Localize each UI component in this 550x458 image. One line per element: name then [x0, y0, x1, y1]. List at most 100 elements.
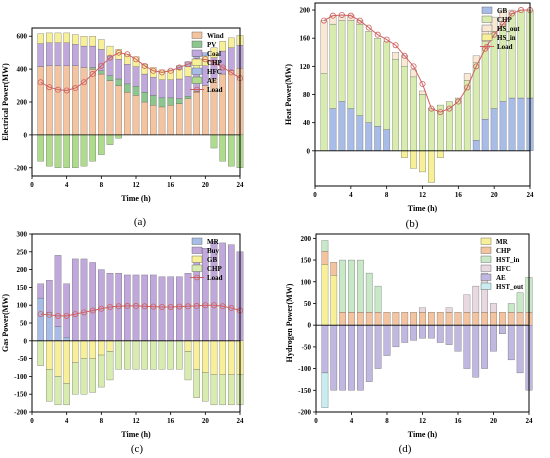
bar-coal — [63, 42, 70, 66]
panel-tag: (c) — [131, 443, 144, 455]
bar-pv — [184, 96, 192, 99]
chart-panel-4: 0 4 8 12 16 20 24 -200 -150 -100 -50 0 50 100 150 200 Ti… — [285, 233, 533, 455]
load-line — [40, 52, 241, 91]
y-tick-label: -150 — [298, 387, 311, 395]
y-tick-label: -200 — [14, 164, 27, 172]
load-point — [141, 303, 148, 310]
bar-chp — [454, 311, 462, 326]
chart-panel-1: 0 4 8 12 16 20 24 -200 0 200 400 600 Time (h) Electri… — [1, 27, 244, 228]
x-tick-label: 12 — [419, 191, 427, 199]
bar-hs-in — [428, 150, 435, 183]
bar-gb — [356, 115, 364, 151]
bar-chp — [167, 69, 174, 80]
bar-ae — [106, 134, 114, 145]
legend-swatch — [481, 33, 493, 41]
load-point — [374, 31, 381, 38]
legend-label: HS_out — [497, 25, 520, 33]
bar-chp — [37, 340, 44, 366]
y-tick-label: 200 — [301, 235, 312, 243]
panel-tag: (b) — [406, 218, 419, 230]
bar-chp — [419, 94, 426, 151]
y-tick-label: 100 — [17, 302, 28, 310]
bar-chp — [98, 354, 105, 388]
bar-hs-out — [392, 52, 399, 60]
load-point — [72, 311, 79, 318]
bar-chp — [210, 374, 218, 406]
load-point — [132, 302, 139, 309]
legend-label: HFC — [207, 68, 222, 76]
y-tick-label: 300 — [17, 231, 28, 239]
bar-ae — [419, 325, 426, 339]
x-axis-label: Time (h) — [408, 204, 438, 213]
legend-label: PV — [207, 41, 216, 49]
bar-coal — [228, 47, 235, 71]
x-tick-label: 12 — [133, 181, 141, 189]
legend-swatch — [191, 49, 203, 57]
bar-pv — [98, 70, 105, 75]
bar-ae — [63, 134, 70, 168]
y-tick-label: 150 — [17, 284, 28, 292]
x-axis-label: Time (h) — [121, 194, 151, 203]
bar-hs-out — [463, 73, 471, 81]
load-point — [202, 302, 209, 309]
bar-coal — [72, 44, 79, 66]
bar-hs-in — [410, 150, 417, 169]
bar-ae — [454, 325, 462, 352]
y-tick-label: 120 — [300, 63, 311, 71]
bar-chp — [320, 73, 328, 151]
load-point — [150, 67, 157, 74]
bar-ae — [401, 325, 409, 343]
load-point — [63, 87, 70, 94]
load-point — [428, 105, 435, 112]
load-point — [329, 12, 336, 19]
legend-label: HFC — [496, 265, 511, 273]
bar-ae — [516, 325, 524, 374]
bar-buy — [219, 242, 226, 341]
y-tick-label: -200 — [14, 409, 27, 417]
bar-chp — [89, 358, 96, 393]
x-tick-label: 8 — [100, 417, 104, 425]
load-point — [383, 36, 390, 43]
load-point — [46, 84, 53, 91]
x-tick-label: 4 — [65, 181, 69, 189]
load-point — [202, 56, 209, 63]
bar-ae — [115, 134, 122, 139]
x-tick-label: 0 — [313, 191, 317, 199]
legend-label: Load — [207, 86, 223, 94]
bar-mr — [37, 297, 44, 341]
bar-ae — [410, 325, 417, 341]
bar-ae — [392, 325, 400, 348]
bar-wind — [167, 105, 174, 136]
bar-chp — [219, 374, 226, 406]
bar-gb — [202, 340, 209, 373]
load-point — [89, 307, 96, 314]
bar-chp — [176, 68, 183, 80]
bar-chp — [374, 311, 382, 326]
bar-ae — [365, 325, 373, 382]
bar-buy — [80, 258, 88, 341]
bar-ae — [210, 134, 218, 149]
load-point — [437, 109, 444, 116]
bar-gb — [46, 340, 53, 370]
legend-label: HST_in — [496, 256, 519, 264]
bar-wind — [63, 65, 70, 136]
bar-gb — [490, 108, 498, 151]
load-point — [210, 59, 217, 66]
bar-hst-in — [365, 272, 373, 313]
y-tick-label: 200 — [17, 266, 28, 274]
bar-buy — [63, 283, 70, 338]
x-tick-label: 20 — [202, 181, 210, 189]
bar-gb — [210, 340, 218, 375]
load-point — [419, 80, 426, 87]
bar-gb — [184, 340, 192, 352]
legend-label: GB — [497, 7, 507, 15]
bar-chp — [176, 340, 183, 370]
x-axis-label: Time (h) — [408, 430, 438, 439]
bar-pv — [150, 95, 157, 106]
bar-ae — [321, 325, 329, 374]
legend-swatch — [480, 273, 492, 281]
bar-coal — [89, 45, 96, 68]
bar-coal — [80, 45, 88, 68]
y-tick-label: -50 — [302, 343, 312, 351]
x-tick-label: 8 — [385, 191, 389, 199]
